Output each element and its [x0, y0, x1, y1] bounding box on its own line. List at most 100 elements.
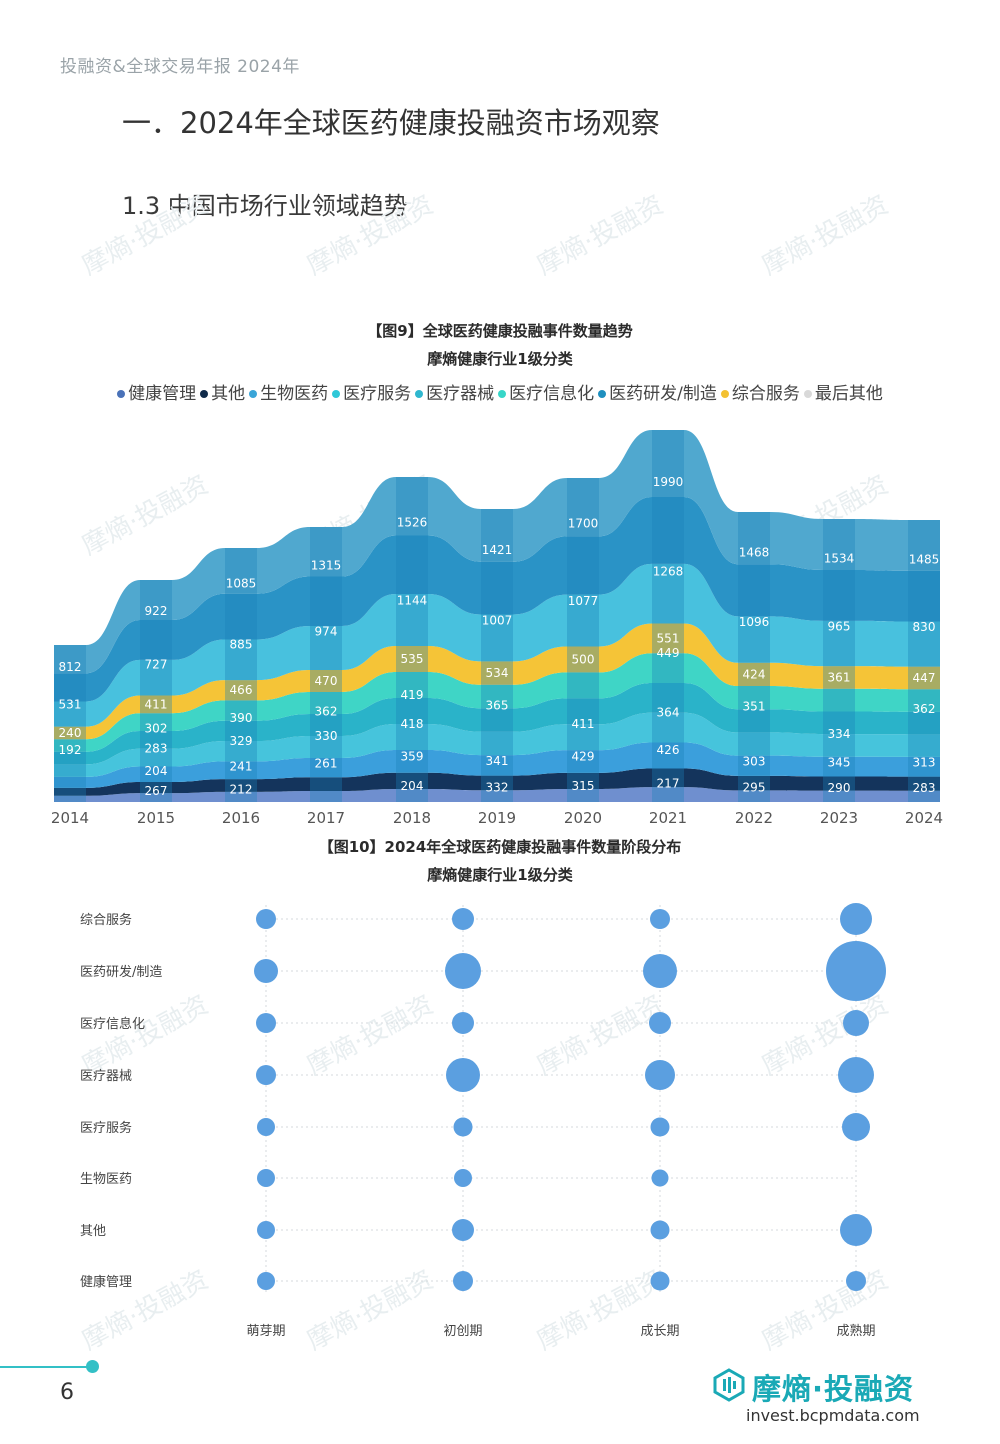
bubble-point: [256, 909, 276, 929]
bubble-point: [826, 941, 886, 1001]
figure10-subtitle: 摩熵健康行业1级分类: [427, 866, 573, 884]
footer-line: [0, 1366, 92, 1368]
legend-dot-icon: [598, 390, 607, 398]
running-header: 投融资&全球交易年报 2024年: [60, 57, 300, 77]
data-label: 1468: [739, 546, 770, 560]
data-label: 429: [572, 750, 595, 764]
y-category-label: 其他: [80, 1224, 106, 1239]
data-label: 217: [657, 776, 680, 790]
legend-dot-icon: [249, 390, 258, 398]
x-category-label: 成熟期: [836, 1323, 875, 1339]
data-label: 261: [315, 757, 338, 771]
year-column: [310, 527, 342, 802]
legend-label: 健康管理: [128, 384, 197, 404]
data-label: 411: [572, 717, 595, 731]
x-tick-label: 2022: [735, 809, 773, 827]
legend-label: 医疗器械: [426, 384, 495, 404]
data-label: 830: [913, 620, 936, 634]
bubble-point: [256, 1065, 276, 1085]
data-label: 1534: [824, 552, 855, 566]
x-tick-label: 2020: [564, 809, 602, 827]
data-label: 1421: [482, 543, 513, 557]
bubble-point: [254, 959, 278, 983]
data-label: 241: [230, 759, 253, 773]
data-label: 500: [572, 652, 595, 666]
data-label: 345: [828, 755, 851, 769]
legend-dot-icon: [498, 390, 507, 398]
data-label: 974: [315, 625, 338, 639]
legend-dot-icon: [415, 390, 424, 398]
year-column: [396, 477, 428, 802]
bubble-point: [454, 1169, 472, 1187]
data-label: 1096: [739, 615, 770, 629]
stream-band: [54, 742, 940, 788]
x-category-label: 初创期: [443, 1324, 482, 1339]
legend-dot-icon: [117, 390, 126, 398]
legend-label: 医药研发/制造: [609, 384, 717, 404]
bubble-point: [452, 1219, 474, 1241]
data-label: 885: [230, 638, 253, 652]
data-label: 922: [145, 604, 168, 618]
data-label: 1700: [568, 516, 599, 530]
bubble-point: [446, 1058, 480, 1092]
legend-label: 最后其他: [814, 384, 883, 404]
legend-dot-icon: [803, 390, 812, 398]
data-label: 330: [315, 729, 338, 743]
data-label: 204: [401, 779, 424, 793]
year-column: [738, 512, 770, 802]
year-column: [823, 519, 855, 802]
legend-item: 健康管理: [117, 379, 196, 404]
data-label: 449: [657, 646, 680, 660]
y-category-label: 健康管理: [80, 1274, 132, 1290]
data-label: 447: [913, 671, 936, 685]
data-label: 351: [743, 699, 766, 713]
footer-dot: [86, 1360, 99, 1373]
brand-name: 摩熵·投融资: [752, 1372, 915, 1406]
subsection-title: 1.3 中国市场行业领域趋势: [122, 192, 408, 220]
data-label: 302: [145, 722, 168, 736]
data-label: 283: [145, 742, 168, 756]
data-label: 365: [486, 698, 509, 712]
legend-label: 医疗服务: [343, 384, 412, 404]
bubble-point: [846, 1271, 866, 1291]
data-label: 212: [230, 782, 253, 796]
x-tick-label: 2016: [222, 809, 260, 827]
data-label: 329: [230, 734, 253, 748]
data-label: 390: [230, 711, 253, 725]
data-label: 283: [913, 781, 936, 795]
x-category-label: 成长期: [640, 1324, 679, 1339]
year-column: [481, 509, 513, 802]
stream-band: [54, 563, 940, 727]
year-column: [652, 430, 684, 802]
x-tick-label: 2021: [649, 809, 687, 827]
figure9-legend: 健康管理 其他 生物医药 医疗服务 医疗器械 医疗信息化 医药研发/制造 综合服务 最后其他: [0, 379, 1000, 404]
bubble-point: [257, 1118, 275, 1136]
data-label: 534: [486, 666, 509, 680]
data-label: 364: [657, 706, 680, 720]
bubble-point: [650, 1220, 670, 1240]
figure10-title: 【图10】2024年全球医药健康投融事件数量阶段分布: [318, 838, 682, 856]
y-category-label: 医疗服务: [80, 1120, 132, 1136]
legend-item: 最后其他: [803, 379, 883, 404]
y-category-label: 医药研发/制造: [80, 964, 162, 980]
data-label: 531: [59, 698, 82, 712]
stream-band: [54, 430, 940, 674]
stream-band: [54, 682, 940, 765]
data-label: 341: [486, 754, 509, 768]
legend-dot-icon: [332, 390, 341, 398]
data-label: 334: [828, 727, 851, 741]
data-label: 419: [401, 688, 424, 702]
data-label: 315: [572, 779, 595, 793]
y-category-label: 医疗信息化: [80, 1016, 145, 1032]
legend-item: 医药研发/制造: [598, 379, 717, 404]
data-label: 965: [828, 620, 851, 634]
legend-item: 其他: [200, 379, 245, 404]
legend-item: 医疗信息化: [498, 379, 594, 404]
x-tick-label: 2024: [905, 809, 943, 827]
data-label: 192: [59, 743, 82, 757]
bubble-point: [649, 1012, 671, 1034]
data-label: 295: [743, 781, 766, 795]
figure9-subtitle: 摩熵健康行业1级分类: [427, 350, 573, 368]
data-label: 812: [59, 660, 82, 674]
